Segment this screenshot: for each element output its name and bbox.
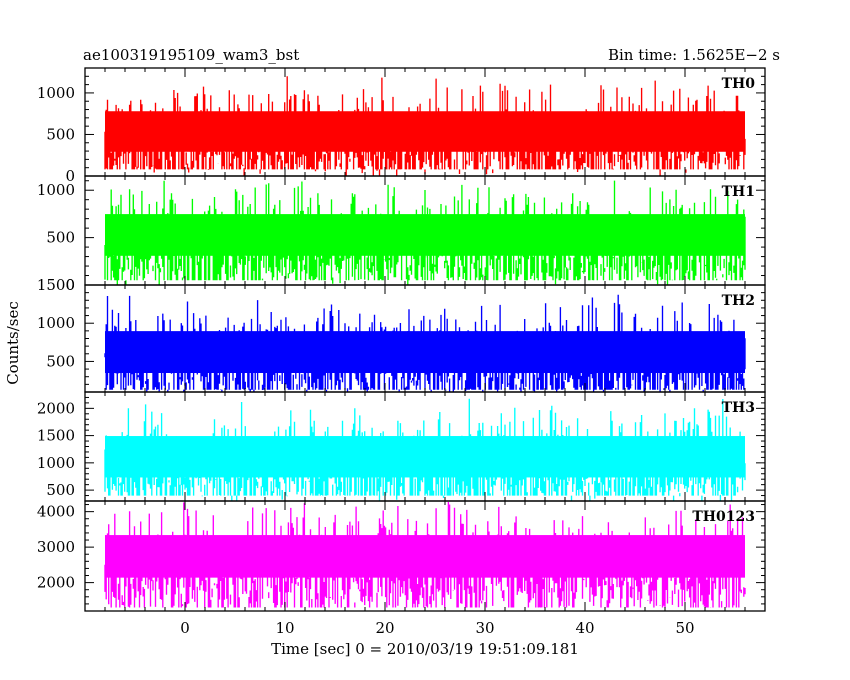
x-tick-label: 40 bbox=[575, 619, 594, 637]
x-tick-label: 30 bbox=[475, 619, 494, 637]
plot-title: ae100319195109_wam3_bst bbox=[83, 46, 299, 64]
y-tick-label: 1000 bbox=[37, 314, 75, 332]
panel-label-th1: TH1 bbox=[722, 184, 755, 200]
y-tick-label: 1500 bbox=[37, 276, 75, 294]
x-tick-labels: 0 10 20 30 40 50 bbox=[180, 619, 694, 637]
panels-group: 0 500 1000 TH0 0 500 1000 TH1 500 1000 1500 TH2 500 1… bbox=[37, 67, 766, 612]
panel-label-th2: TH2 bbox=[722, 293, 755, 309]
x-tick-label: 0 bbox=[180, 619, 190, 637]
panel-th2: 500 1000 1500 TH2 bbox=[37, 276, 766, 393]
y-tick-label: 500 bbox=[46, 481, 75, 499]
panel-th0123: 2000 3000 4000 TH0123 bbox=[37, 500, 766, 612]
y-tick-label: 1500 bbox=[37, 427, 75, 445]
panel-th0: 0 500 1000 TH0 bbox=[37, 67, 766, 185]
y-tick-label: 1000 bbox=[37, 181, 75, 199]
panel-th1: 0 500 1000 TH1 bbox=[37, 175, 766, 294]
y-tick-label: 500 bbox=[46, 125, 75, 143]
y-tick-label: 500 bbox=[46, 229, 75, 247]
series-core-th2 bbox=[105, 331, 745, 373]
panel-label-th0123: TH0123 bbox=[692, 509, 755, 525]
y-tick-label: 1000 bbox=[37, 84, 75, 102]
x-tick-label: 20 bbox=[375, 619, 394, 637]
y-tick-label: 4000 bbox=[37, 503, 75, 521]
y-tick-label: 3000 bbox=[37, 538, 75, 556]
y-axis-label: Counts/sec bbox=[4, 301, 22, 385]
y-tick-label: 0 bbox=[65, 167, 75, 185]
series-core-th0123 bbox=[105, 535, 745, 578]
x-tick-label: 10 bbox=[275, 619, 294, 637]
series-core-th0 bbox=[105, 111, 745, 152]
x-tick-label: 50 bbox=[675, 619, 694, 637]
y-tick-label: 2000 bbox=[37, 574, 75, 592]
y-tick-label: 2000 bbox=[37, 399, 75, 417]
bin-time-label: Bin time: 1.5625E−2 s bbox=[608, 46, 780, 64]
panel-label-th0: TH0 bbox=[722, 76, 756, 92]
series-core-th3 bbox=[105, 436, 745, 478]
y-tick-label: 0 bbox=[65, 276, 75, 294]
panel-label-th3: TH3 bbox=[722, 400, 755, 416]
x-axis-label: Time [sec] 0 = 2010/03/19 19:51:09.181 bbox=[271, 640, 579, 658]
series-core-th1 bbox=[105, 214, 745, 256]
y-tick-label: 500 bbox=[46, 352, 75, 370]
y-tick-label: 1000 bbox=[37, 454, 75, 472]
panel-th3: 500 1000 1500 2000 TH3 bbox=[37, 391, 766, 502]
